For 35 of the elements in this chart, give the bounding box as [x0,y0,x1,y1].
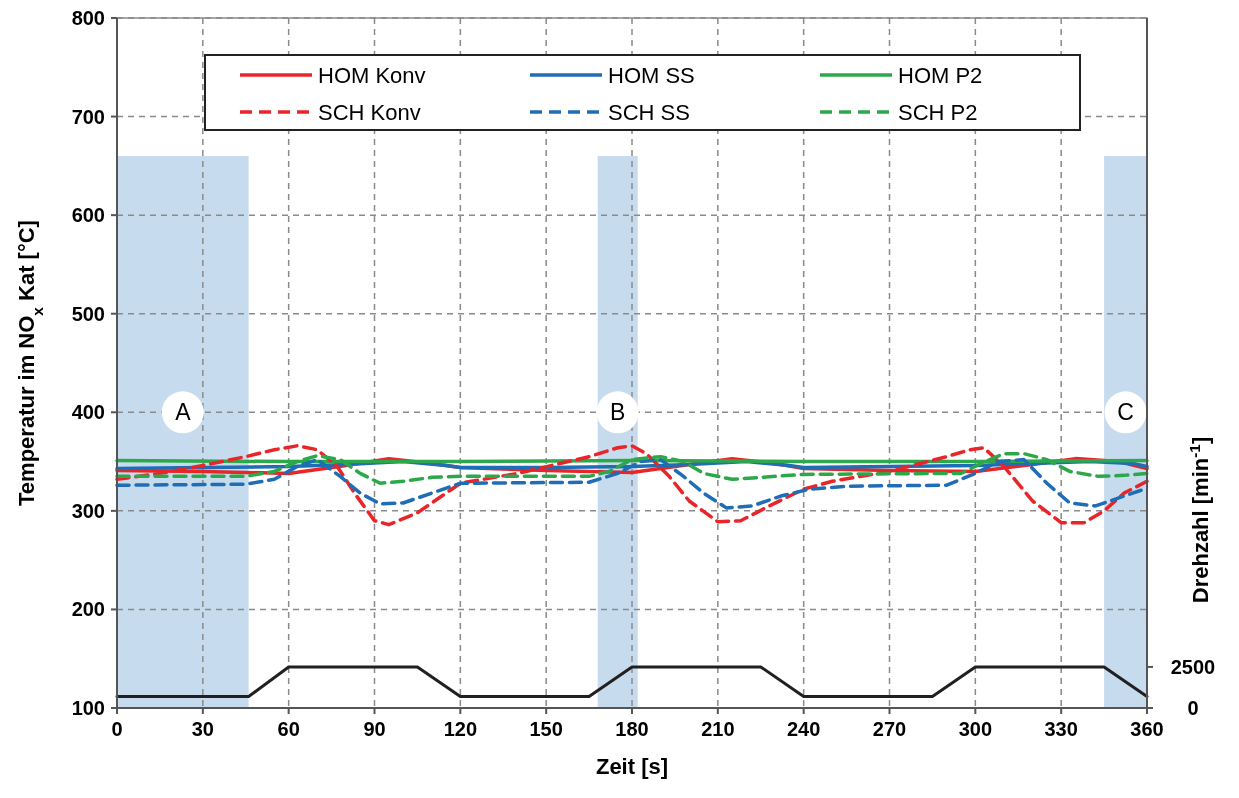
band-label: A [175,399,192,426]
band-label: C [1117,399,1134,426]
x-tick-label: 240 [786,718,821,740]
y-tick-label: 600 [71,204,105,227]
x-tick-label: 90 [363,718,386,740]
y2-tick-label: 2500 [1170,655,1216,678]
x-tick-label: 30 [191,718,214,740]
x-tick-label: 60 [277,718,300,740]
y-tick-label: 700 [71,105,105,128]
y-tick-label: 200 [71,598,105,621]
x-tick-label: 330 [1044,718,1078,740]
legend-label: SCH SS [608,100,690,125]
x-tick-label: 120 [443,718,478,740]
legend-label: HOM Konv [318,63,426,88]
y-tick-label: 500 [71,302,105,325]
x-tick-label: 270 [872,718,907,740]
y-tick-label: 100 [71,697,105,719]
x-tick-label: 180 [615,718,649,740]
y-tick-label: 300 [71,499,105,522]
line-series [115,451,1149,486]
x-tick-label: 360 [1130,718,1164,740]
x-tick-label: 150 [529,718,563,740]
y-tick-label: 800 [71,7,105,29]
band-label: B [610,399,626,426]
legend-label: HOM P2 [898,63,983,88]
x-axis-title: Zeit [s] [595,754,669,779]
line-series [115,444,1149,527]
legend-label: HOM SS [608,63,695,88]
x-tick-label: 210 [701,718,735,740]
y2-tick-label: 0 [1187,697,1199,719]
legend-label: SCH P2 [898,100,978,125]
x-tick-label: 0 [111,718,123,740]
y-tick-label: 400 [71,401,105,424]
x-tick-label: 300 [958,718,993,740]
legend-label: SCH Konv [318,100,421,125]
